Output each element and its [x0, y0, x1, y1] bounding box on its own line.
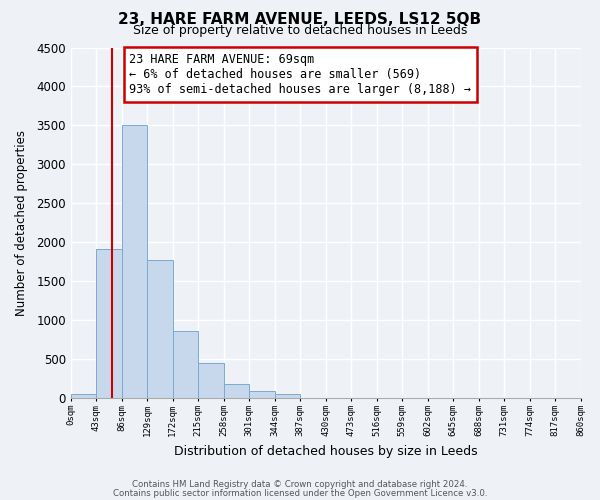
Text: 23, HARE FARM AVENUE, LEEDS, LS12 5QB: 23, HARE FARM AVENUE, LEEDS, LS12 5QB	[118, 12, 482, 28]
Y-axis label: Number of detached properties: Number of detached properties	[15, 130, 28, 316]
Bar	[122, 126, 147, 398]
X-axis label: Distribution of detached houses by size in Leeds: Distribution of detached houses by size …	[174, 444, 478, 458]
Bar	[275, 394, 300, 398]
Text: 23 HARE FARM AVENUE: 69sqm
← 6% of detached houses are smaller (569)
93% of semi: 23 HARE FARM AVENUE: 69sqm ← 6% of detac…	[130, 53, 472, 96]
Bar	[198, 364, 224, 398]
Bar	[97, 248, 122, 398]
Bar	[224, 384, 249, 398]
Bar	[147, 260, 173, 398]
Text: Size of property relative to detached houses in Leeds: Size of property relative to detached ho…	[133, 24, 467, 37]
Text: Contains public sector information licensed under the Open Government Licence v3: Contains public sector information licen…	[113, 489, 487, 498]
Text: Contains HM Land Registry data © Crown copyright and database right 2024.: Contains HM Land Registry data © Crown c…	[132, 480, 468, 489]
Bar	[249, 390, 275, 398]
Bar	[71, 394, 97, 398]
Bar	[173, 332, 198, 398]
